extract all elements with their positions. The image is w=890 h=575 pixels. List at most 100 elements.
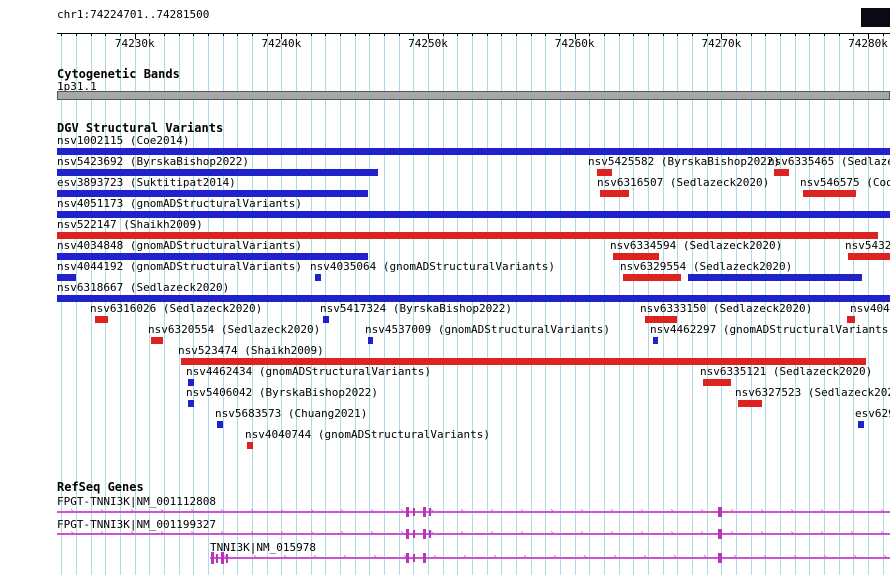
variant-bar[interactable] [858, 421, 864, 428]
variant-label[interactable]: nsv5406042 (ByrskaBishop2022) [186, 386, 379, 399]
gene-line[interactable] [57, 533, 890, 535]
gene-strand-arrow-icon: › [249, 528, 256, 539]
variant-label[interactable]: esv3893723 (Suktitipat2014) [57, 176, 236, 189]
variant-bar[interactable] [803, 190, 856, 197]
variant-bar[interactable] [57, 295, 890, 302]
gene-line[interactable] [57, 511, 890, 513]
gene-exon[interactable] [406, 553, 409, 563]
variant-label[interactable]: nsv6318667 (Sedlazeck2020) [57, 281, 230, 294]
gridline [90, 33, 92, 575]
variant-label[interactable]: nsv4044 [850, 302, 890, 315]
gene-exon[interactable] [718, 529, 722, 539]
overview-thumbnail[interactable] [861, 8, 890, 27]
variant-bar[interactable] [368, 337, 373, 344]
gene-exon[interactable] [413, 554, 415, 562]
variant-bar[interactable] [653, 337, 658, 344]
variant-label[interactable]: nsv4537009 (gnomADStructuralVariants) [365, 323, 611, 336]
variant-bar[interactable] [217, 421, 223, 428]
gene-label[interactable]: TNNI3K|NM_015978 [210, 541, 316, 554]
variant-bar[interactable] [95, 316, 108, 323]
variant-label[interactable]: nsv6335465 (Sedlazec [768, 155, 890, 168]
gene-strand-arrow-icon: › [882, 552, 889, 563]
gene-strand-arrow-icon: › [609, 506, 616, 517]
ruler-tick [266, 33, 268, 36]
variant-label[interactable]: esv629 [855, 407, 890, 420]
variant-label[interactable]: nsv6316026 (Sedlazeck2020) [90, 302, 263, 315]
gene-exon[interactable] [429, 508, 431, 516]
variant-bar[interactable] [151, 337, 163, 344]
variant-label[interactable]: nsv4040744 (gnomADStructuralVariants) [245, 428, 491, 441]
gene-exon[interactable] [423, 553, 426, 563]
gene-exon[interactable] [429, 530, 431, 538]
variant-label[interactable]: nsv6333150 (Sedlazeck2020) [640, 302, 813, 315]
gene-label[interactable]: FPGT-TNNI3K|NM_001112808 [57, 495, 216, 508]
ruler-tick-label: 74250k [408, 37, 448, 50]
variant-label[interactable]: nsv6334594 (Sedlazeck2020) [610, 239, 783, 252]
variant-label[interactable]: nsv5432 [845, 239, 890, 252]
variant-label[interactable]: nsv6329554 (Sedlazeck2020) [620, 260, 793, 273]
variant-label[interactable]: nsv4462434 (gnomADStructuralVariants) [186, 365, 432, 378]
gene-exon[interactable] [423, 507, 426, 517]
cytoband-bar[interactable] [57, 91, 890, 100]
gene-exon[interactable] [423, 529, 426, 539]
variant-bar[interactable] [323, 316, 329, 323]
variant-label[interactable]: nsv6335121 (Sedlazeck2020) [700, 365, 873, 378]
gene-exon[interactable] [211, 552, 214, 564]
variant-bar[interactable] [57, 148, 890, 155]
gene-exon[interactable] [216, 553, 218, 563]
gridline [794, 33, 796, 575]
variant-label[interactable]: nsv522147 (Shaikh2009) [57, 218, 203, 231]
variant-label[interactable]: nsv5423692 (ByrskaBishop2022) [57, 155, 250, 168]
variant-bar[interactable] [703, 379, 731, 386]
variant-bar[interactable] [688, 274, 862, 281]
variant-bar[interactable] [57, 232, 878, 239]
variant-label[interactable]: nsv523474 (Shaikh2009) [178, 344, 324, 357]
variant-label[interactable]: nsv4462297 (gnomADStructuralVariants) [650, 323, 890, 336]
ruler-tick [530, 33, 532, 36]
variant-bar[interactable] [738, 400, 762, 407]
gene-exon[interactable] [413, 530, 415, 538]
variant-label[interactable]: nsv6327523 (Sedlazeck2020) [735, 386, 890, 399]
variant-label[interactable]: nsv1002115 (Coe2014) [57, 134, 190, 147]
variant-label[interactable]: nsv4034848 (gnomADStructuralVariants) [57, 239, 303, 252]
ruler-line[interactable] [57, 33, 890, 34]
variant-bar[interactable] [181, 358, 866, 365]
variant-bar[interactable] [57, 253, 368, 260]
variant-bar[interactable] [774, 169, 789, 176]
variant-bar[interactable] [315, 274, 321, 281]
variant-bar[interactable] [848, 253, 890, 260]
variant-label[interactable]: nsv5683573 (Chuang2021) [215, 407, 368, 420]
variant-bar[interactable] [613, 253, 659, 260]
variant-bar[interactable] [57, 274, 76, 281]
variant-label[interactable]: nsv6316507 (Sedlazeck2020) [597, 176, 770, 189]
gene-exon[interactable] [221, 552, 224, 564]
variant-bar[interactable] [57, 190, 368, 197]
variant-bar[interactable] [645, 316, 677, 323]
variant-label[interactable]: nsv5425582 (ByrskaBishop2022) [588, 155, 781, 168]
gene-label[interactable]: FPGT-TNNI3K|NM_001199327 [57, 518, 216, 531]
gene-exon[interactable] [406, 529, 409, 539]
gene-exon[interactable] [406, 507, 409, 517]
gene-exon[interactable] [413, 508, 415, 516]
gene-exon[interactable] [226, 553, 228, 563]
variant-bar[interactable] [623, 274, 681, 281]
variant-label[interactable]: nsv4051173 (gnomADStructuralVariants) [57, 197, 303, 210]
variant-bar[interactable] [247, 442, 253, 449]
variant-label[interactable]: nsv4035064 (gnomADStructuralVariants) [310, 260, 556, 273]
variant-bar[interactable] [188, 400, 194, 407]
variant-bar[interactable] [57, 211, 890, 218]
variant-bar[interactable] [597, 169, 612, 176]
variant-label[interactable]: nsv5417324 (ByrskaBishop2022) [320, 302, 513, 315]
variant-bar[interactable] [57, 169, 378, 176]
variant-label[interactable]: nsv546575 (Coop [800, 176, 890, 189]
gene-line[interactable] [210, 557, 890, 559]
variant-bar[interactable] [847, 316, 855, 323]
variant-label[interactable]: nsv6320554 (Sedlazeck2020) [148, 323, 321, 336]
section-title-cytobands: Cytogenetic Bands [57, 67, 180, 81]
gene-exon[interactable] [718, 507, 722, 517]
variant-bar[interactable] [188, 379, 194, 386]
ruler-tick [149, 33, 151, 36]
variant-bar[interactable] [600, 190, 629, 197]
variant-label[interactable]: nsv4044192 (gnomADStructuralVariants) [57, 260, 303, 273]
gene-exon[interactable] [718, 553, 722, 563]
